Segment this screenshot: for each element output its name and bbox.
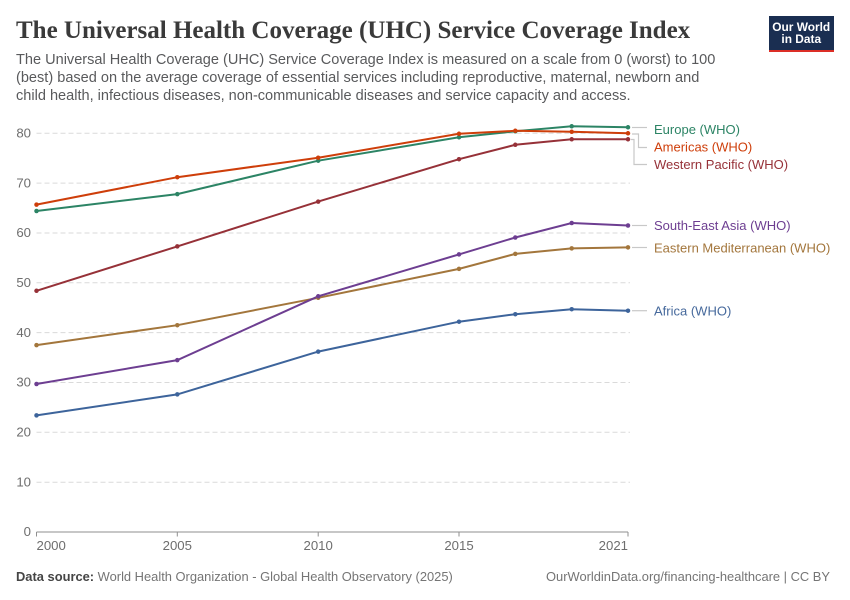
svg-text:70: 70: [16, 175, 31, 190]
svg-text:10: 10: [16, 474, 31, 489]
svg-text:Europe (WHO): Europe (WHO): [654, 122, 740, 137]
svg-text:80: 80: [16, 126, 31, 141]
svg-text:2005: 2005: [163, 538, 192, 553]
svg-text:2010: 2010: [304, 538, 333, 553]
svg-text:0: 0: [24, 524, 31, 539]
svg-text:2000: 2000: [37, 538, 66, 553]
svg-text:30: 30: [16, 375, 31, 390]
svg-text:40: 40: [16, 325, 31, 340]
svg-text:2015: 2015: [444, 538, 473, 553]
svg-text:South-East Asia (WHO): South-East Asia (WHO): [654, 218, 791, 233]
svg-text:50: 50: [16, 275, 31, 290]
svg-text:2021: 2021: [599, 538, 628, 553]
svg-text:60: 60: [16, 225, 31, 240]
svg-text:Western Pacific (WHO): Western Pacific (WHO): [654, 157, 788, 172]
svg-text:Americas (WHO): Americas (WHO): [654, 140, 752, 155]
svg-text:Africa (WHO): Africa (WHO): [654, 304, 731, 319]
svg-text:Eastern Mediterranean (WHO): Eastern Mediterranean (WHO): [654, 241, 830, 256]
svg-text:20: 20: [16, 425, 31, 440]
